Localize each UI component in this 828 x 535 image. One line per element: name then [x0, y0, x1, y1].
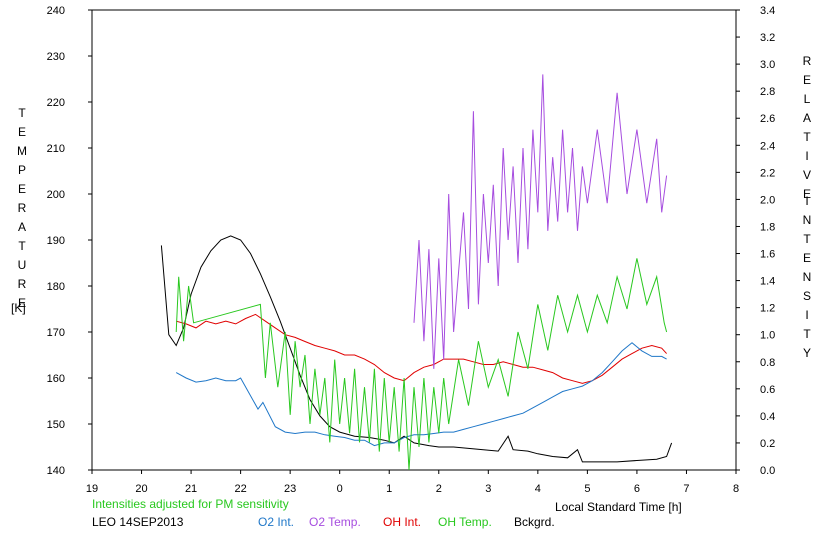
right-tick-label: 2.0	[760, 194, 775, 206]
right-tick-label: 2.6	[760, 113, 775, 125]
left-axis-unit: [K]	[11, 301, 26, 315]
series-layer	[160, 74, 673, 471]
legend-item: Bckgrd.	[514, 515, 555, 529]
left-tick-label: 240	[47, 5, 65, 17]
x-tick-label: 2	[436, 483, 442, 495]
left-tick-label: 200	[47, 189, 65, 201]
right-tick-label: 1.0	[760, 330, 775, 342]
x-axis-label: Local Standard Time [h]	[555, 500, 682, 514]
right-axis-ticks: 0.0 0.2 0.4 0.6 0.8 1.0 1.2 1.4 1.6 1.8 2.0 2.2 2.4 2…	[736, 5, 775, 477]
axis-label-letter: T	[803, 327, 811, 341]
right-tick-label: 1.8	[760, 221, 775, 233]
x-axis-ticks: 19 20 21 22 23 0 1 2 3 4 5 6 7 8	[86, 470, 739, 495]
axis-label-letter: E	[17, 125, 26, 139]
axis-label-letter: N	[802, 270, 812, 284]
left-tick-label: 150	[47, 419, 65, 431]
x-tick-label: 23	[284, 483, 296, 495]
axis-label-letter: Y	[802, 346, 811, 360]
axis-label-letter: T	[18, 239, 26, 253]
axis-label-letter: M	[17, 144, 27, 158]
x-tick-label: 22	[234, 483, 246, 495]
right-tick-label: 1.6	[760, 249, 775, 261]
legend-item: OH Int.	[383, 515, 422, 529]
left-tick-label: 180	[47, 281, 65, 293]
series-bckgrd	[160, 235, 673, 463]
right-tick-label: 3.2	[760, 32, 775, 44]
axis-label-letter: T	[803, 130, 811, 144]
right-tick-label: 2.8	[760, 86, 775, 98]
right-tick-label: 3.4	[760, 5, 775, 17]
left-tick-label: 220	[47, 97, 65, 109]
axis-label-letter: S	[802, 289, 811, 303]
x-tick-label: 8	[733, 483, 739, 495]
axis-label-letter: E	[17, 296, 26, 310]
axis-label-letter: P	[17, 163, 26, 177]
right-tick-label: 0.0	[760, 465, 775, 477]
axis-label-letter: U	[17, 258, 27, 272]
x-tick-label: 3	[485, 483, 491, 495]
left-tick-label: 140	[47, 465, 65, 477]
right-tick-label: 0.6	[760, 384, 775, 396]
series-o2-int	[175, 342, 667, 447]
x-tick-label: 6	[634, 483, 640, 495]
axis-label-letter: I	[805, 194, 809, 208]
x-tick-label: 20	[135, 483, 147, 495]
axis-label-letter: A	[802, 111, 811, 125]
right-tick-label: 0.8	[760, 357, 775, 369]
series-oh-temp	[175, 258, 668, 471]
station-label: LEO 14SEP2013	[92, 515, 184, 529]
axis-label-letter: E	[802, 187, 811, 201]
legend-item: O2 Temp.	[309, 515, 361, 529]
right-tick-label: 1.2	[760, 303, 775, 315]
plot-frame	[91, 9, 737, 471]
left-tick-label: 210	[47, 143, 65, 155]
axis-label-letter: E	[802, 73, 811, 87]
axis-label-letter: A	[17, 220, 26, 234]
x-tick-label: 1	[386, 483, 392, 495]
x-tick-label: 21	[185, 483, 197, 495]
x-tick-label: 4	[535, 483, 541, 495]
series-oh-int	[176, 313, 667, 384]
series-o2-temp	[413, 74, 668, 369]
right-tick-label: 2.2	[760, 167, 775, 179]
left-tick-label: 170	[47, 327, 65, 339]
axis-label-letter: R	[802, 54, 812, 68]
right-tick-label: 0.4	[760, 411, 775, 423]
axis-label-letter: R	[17, 277, 27, 291]
right-tick-label: 2.4	[760, 140, 775, 152]
axis-label-letter: E	[802, 251, 811, 265]
left-tick-label: 190	[47, 235, 65, 247]
x-tick-label: 19	[86, 483, 98, 495]
left-axis-ticks: 140 150 160 170 180 190 200 210 220 230 240	[47, 5, 92, 477]
axis-label-letter: V	[802, 168, 811, 182]
axis-label-letter: E	[17, 182, 26, 196]
right-tick-label: 0.2	[760, 438, 775, 450]
axis-label-letter: L	[803, 92, 811, 106]
legend-item: OH Temp.	[438, 515, 492, 529]
right-tick-label: 1.4	[760, 276, 775, 288]
axis-label-letter: I	[805, 308, 809, 322]
right-tick-label: 3.0	[760, 59, 775, 71]
x-tick-label: 5	[584, 483, 590, 495]
axis-label-letter: N	[802, 213, 812, 227]
x-tick-label: 7	[683, 483, 689, 495]
x-tick-label: 0	[337, 483, 343, 495]
sensitivity-note: Intensities adjusted for PM sensitivity	[92, 497, 289, 511]
axis-label-letter: T	[18, 106, 26, 120]
axis-label-letter: I	[805, 149, 809, 163]
left-tick-label: 160	[47, 373, 65, 385]
legend-item: O2 Int.	[258, 515, 295, 529]
left-tick-label: 230	[47, 51, 65, 63]
axis-label-letter: R	[17, 201, 27, 215]
axis-label-letter: T	[803, 232, 811, 246]
